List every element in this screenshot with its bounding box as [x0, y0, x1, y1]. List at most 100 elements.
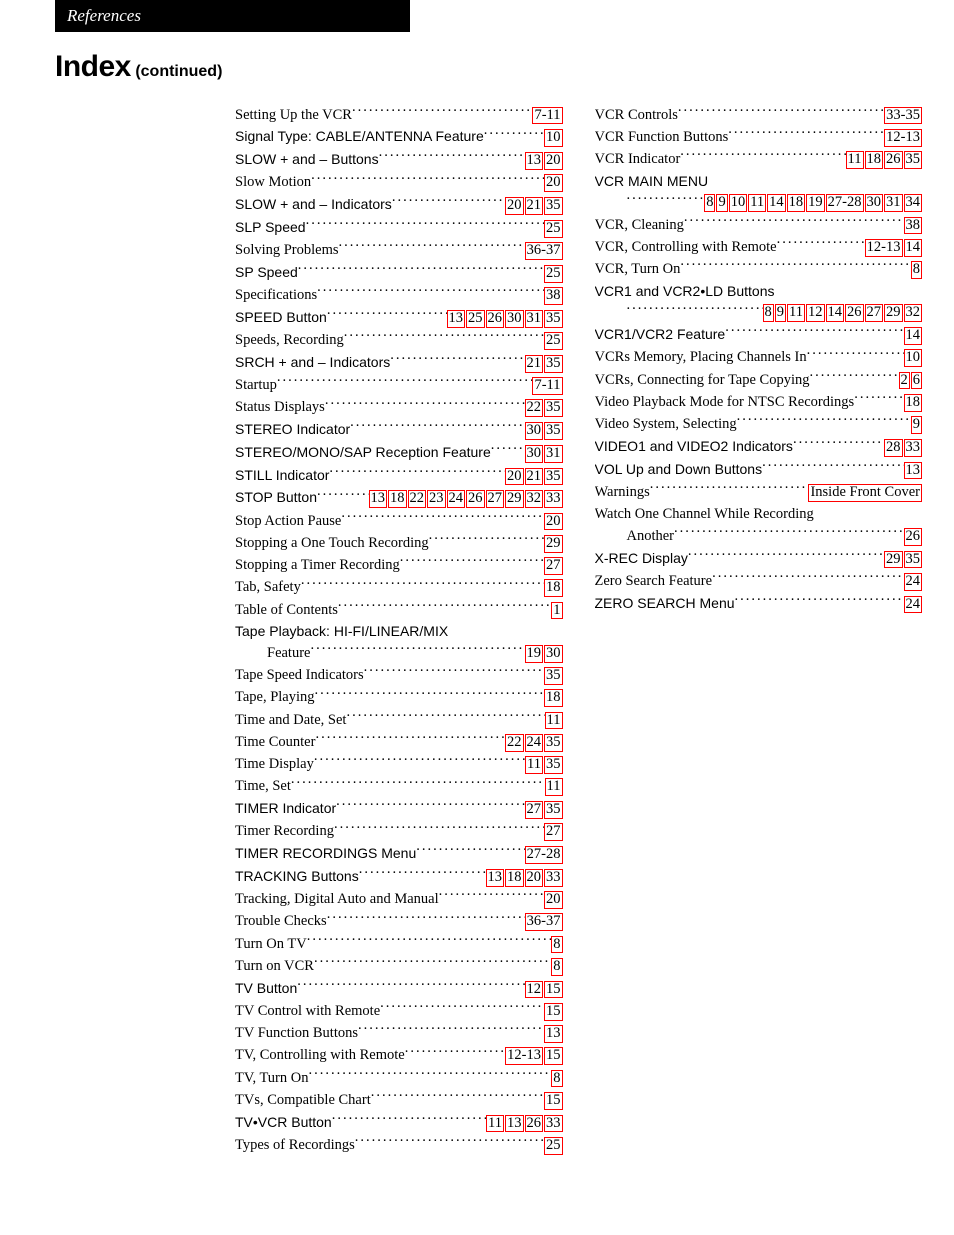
page-link[interactable]: 20 — [525, 869, 544, 887]
page-link[interactable]: 27 — [865, 304, 884, 322]
page-link[interactable]: 35 — [544, 667, 563, 685]
page-link[interactable]: 29 — [884, 551, 903, 569]
page-link[interactable]: 11 — [525, 756, 543, 774]
page-link[interactable]: 38 — [904, 217, 923, 235]
page-link[interactable]: 31 — [884, 194, 903, 212]
page-link[interactable]: 8 — [551, 958, 562, 976]
page-link[interactable]: 30 — [525, 422, 544, 440]
page-link[interactable]: 25 — [544, 265, 563, 283]
page-link[interactable]: 9 — [775, 304, 786, 322]
page-link[interactable]: 2 — [899, 372, 910, 390]
page-link[interactable]: 35 — [544, 399, 563, 417]
page-link[interactable]: 13 — [904, 462, 923, 480]
page-link[interactable]: 13 — [525, 152, 544, 170]
page-link[interactable]: 33 — [904, 439, 923, 457]
page-link[interactable]: 18 — [904, 394, 923, 412]
page-link[interactable]: 33 — [544, 869, 563, 887]
page-link[interactable]: 35 — [544, 355, 563, 373]
page-link[interactable]: 35 — [544, 734, 563, 752]
page-link[interactable]: 9 — [716, 194, 727, 212]
page-link[interactable]: 14 — [767, 194, 786, 212]
page-link[interactable]: 26 — [845, 304, 864, 322]
page-link[interactable]: 36-37 — [525, 913, 563, 931]
page-link[interactable]: 11 — [748, 194, 766, 212]
page-link[interactable]: 30 — [865, 194, 884, 212]
page-link[interactable]: 14 — [904, 327, 923, 345]
page-link[interactable]: 25 — [466, 310, 485, 328]
page-link[interactable]: 33 — [544, 490, 563, 508]
page-link[interactable]: 35 — [544, 310, 563, 328]
page-link[interactable]: 35 — [904, 151, 923, 169]
page-link[interactable]: 25 — [544, 1137, 563, 1155]
page-link[interactable]: 18 — [388, 490, 407, 508]
page-link[interactable]: 26 — [466, 490, 485, 508]
page-link[interactable]: 8 — [911, 261, 922, 279]
page-link[interactable]: 13 — [447, 310, 466, 328]
page-link[interactable]: 13 — [486, 869, 505, 887]
page-link[interactable]: 19 — [806, 194, 825, 212]
page-link[interactable]: 22 — [525, 399, 544, 417]
page-link[interactable]: 38 — [544, 287, 563, 305]
page-link[interactable]: 27 — [544, 557, 563, 575]
page-link[interactable]: 33-35 — [884, 107, 922, 125]
page-link[interactable]: 30 — [505, 310, 524, 328]
page-link[interactable]: 22 — [505, 734, 524, 752]
page-link[interactable]: 20 — [544, 174, 563, 192]
page-link[interactable]: 8 — [551, 936, 562, 954]
page-link[interactable]: 10 — [544, 129, 563, 147]
page-link[interactable]: 21 — [525, 197, 544, 215]
page-link[interactable]: 23 — [427, 490, 446, 508]
page-link[interactable]: 11 — [486, 1115, 504, 1133]
page-link[interactable]: 21 — [525, 355, 544, 373]
page-link[interactable]: 12 — [525, 981, 544, 999]
page-link[interactable]: 10 — [729, 194, 748, 212]
page-link[interactable]: 20 — [505, 197, 524, 215]
page-link[interactable]: 22 — [408, 490, 427, 508]
page-link[interactable]: 15 — [544, 1047, 563, 1065]
page-link[interactable]: 26 — [884, 151, 903, 169]
page-link[interactable]: 15 — [544, 981, 563, 999]
page-link[interactable]: 1 — [551, 602, 562, 620]
page-link[interactable]: 27 — [486, 490, 505, 508]
page-link[interactable]: 35 — [544, 197, 563, 215]
page-link[interactable]: 24 — [525, 734, 544, 752]
page-link[interactable]: 11 — [545, 778, 563, 796]
page-link[interactable]: 11 — [846, 151, 864, 169]
page-link[interactable]: 14 — [904, 239, 923, 257]
page-link[interactable]: 12-13 — [884, 129, 922, 147]
page-link[interactable]: 6 — [911, 372, 922, 390]
page-link[interactable]: 11 — [787, 304, 805, 322]
page-link[interactable]: 27-28 — [525, 846, 563, 864]
page-link[interactable]: 27-28 — [826, 194, 864, 212]
page-link[interactable]: 8 — [763, 304, 774, 322]
page-link[interactable]: 32 — [525, 490, 544, 508]
page-link[interactable]: 13 — [544, 1025, 563, 1043]
page-link[interactable]: 26 — [904, 528, 923, 546]
page-link[interactable]: 24 — [447, 490, 466, 508]
page-link[interactable]: 35 — [544, 756, 563, 774]
page-link[interactable]: 18 — [505, 869, 524, 887]
page-link[interactable]: 20 — [544, 152, 563, 170]
page-link[interactable]: 35 — [544, 422, 563, 440]
page-link[interactable]: 20 — [505, 468, 524, 486]
page-link[interactable]: 20 — [544, 513, 563, 531]
page-link[interactable]: 12-13 — [505, 1047, 543, 1065]
page-link[interactable]: 20 — [544, 891, 563, 909]
page-link[interactable]: 28 — [884, 439, 903, 457]
page-link[interactable]: 31 — [544, 445, 563, 463]
page-link[interactable]: 30 — [525, 445, 544, 463]
page-link[interactable]: 18 — [865, 151, 884, 169]
page-link[interactable]: 31 — [525, 310, 544, 328]
page-link[interactable]: 12-13 — [865, 239, 903, 257]
page-link[interactable]: 13 — [505, 1115, 524, 1133]
page-link[interactable]: 7-11 — [532, 107, 562, 125]
page-link[interactable]: 13 — [369, 490, 388, 508]
page-link[interactable]: 8 — [704, 194, 715, 212]
page-link[interactable]: 29 — [544, 535, 563, 553]
page-link[interactable]: 25 — [544, 332, 563, 350]
page-link[interactable]: 25 — [544, 220, 563, 238]
page-link[interactable]: 30 — [544, 645, 563, 663]
page-link[interactable]: 27 — [525, 801, 544, 819]
page-link[interactable]: 26 — [486, 310, 505, 328]
page-link[interactable]: 35 — [904, 551, 923, 569]
